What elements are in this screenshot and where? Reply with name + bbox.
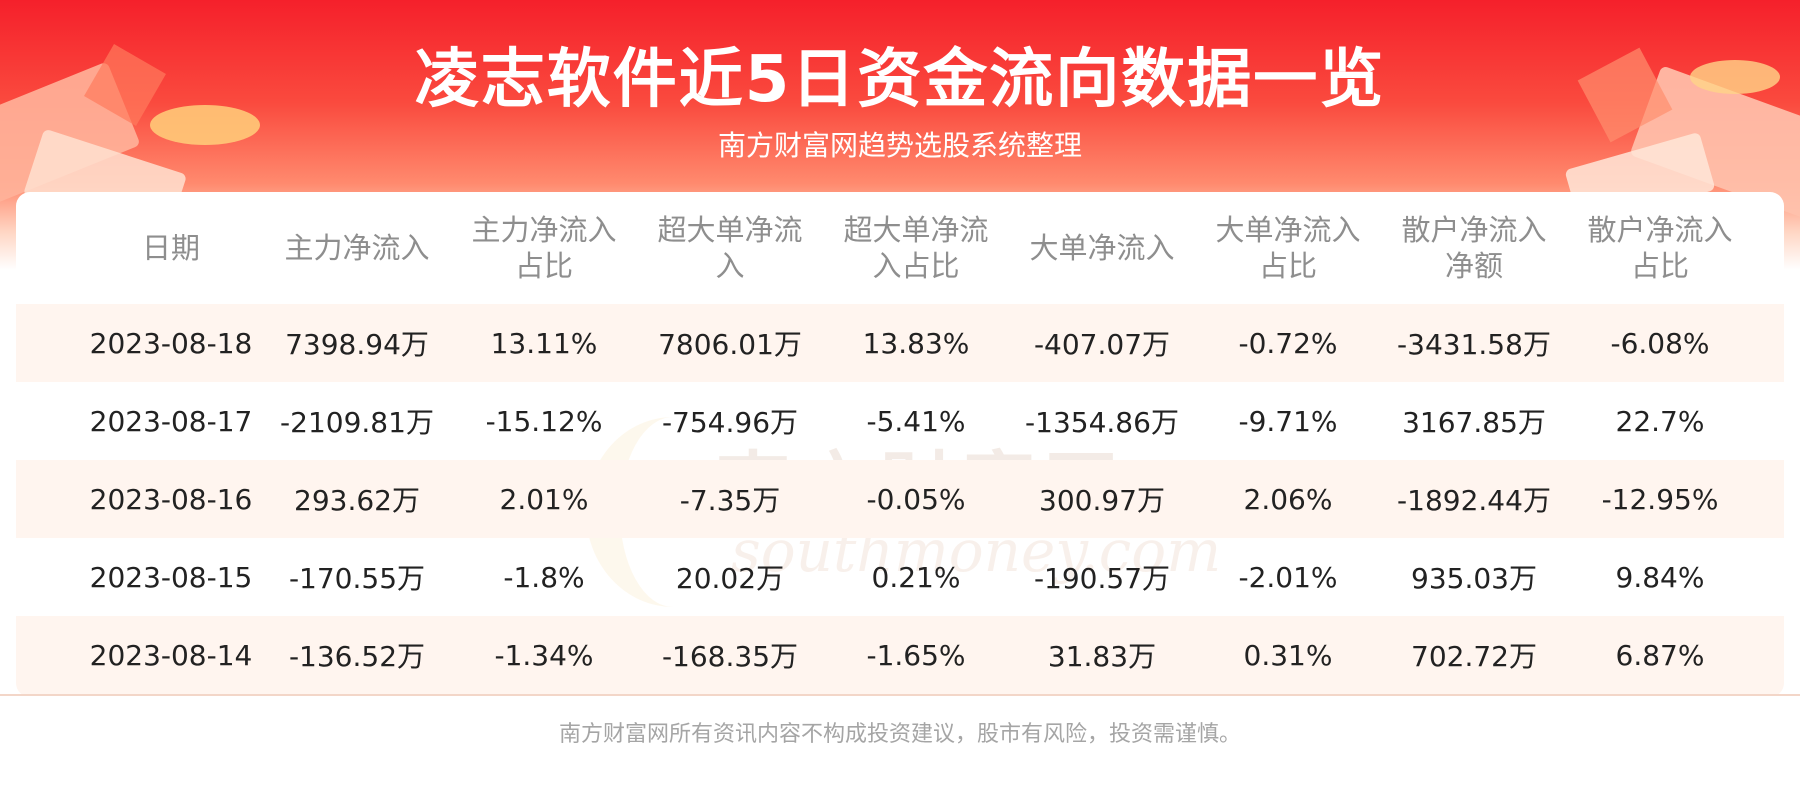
cell-large-order-net-inflow-ratio: 0.31% [1243,638,1333,672]
cell-large-order-net-inflow: -1354.86万 [1025,406,1179,439]
cell-large-order-net-inflow: 300.97万 [1039,484,1165,517]
cell-xl-order-net-inflow: -754.96万 [661,406,799,439]
column-header-main-net-inflow: 主力净流入 [264,192,450,304]
cell-retail-net-inflow: 702.72万 [1411,640,1537,673]
column-header-main-net-inflow-ratio: 主力净流入占比 [451,192,637,304]
cell-xl-order-net-inflow: -7.35万 [679,484,781,517]
column-header-retail-net-inflow: 散户净流入净额 [1381,192,1567,304]
cell-retail-net-inflow-ratio: 22.7% [1615,404,1705,438]
table-row: 2023-08-16 293.62万 2.01% -7.35万 -0.05% 300.97… [16,460,1784,538]
column-header-label: 主力净流入占比 [471,213,617,283]
cell-main-net-inflow: 293.62万 [294,484,420,517]
disclaimer-text: 南方财富网所有资讯内容不构成投资建议，股市有风险，投资需谨慎。 [558,722,1241,747]
cell-retail-net-inflow-ratio: -12.95% [1601,482,1719,516]
column-header-label: 散户净流入净额 [1401,213,1547,283]
cell-large-order-net-inflow-ratio: -9.71% [1238,404,1338,438]
column-header-xl-order-net-inflow: 超大单净流入 [637,192,823,304]
cell-large-order-net-inflow: -407.07万 [1033,328,1171,361]
cell-main-net-inflow-ratio: 2.01% [499,482,589,516]
data-table-card: 南方财富网 southmoney.com 日期主力净流入主力净流入占比超大单净流… [16,192,1784,697]
table-row: 2023-08-17 -2109.81万 -15.12% -754.96万 -5.41%… [16,382,1784,460]
cell-main-net-inflow: 7398.94万 [285,328,429,361]
cell-main-net-inflow: -2109.81万 [280,406,434,439]
cell-xl-order-net-inflow: 20.02万 [675,562,785,595]
cell-large-order-net-inflow: 31.83万 [1047,640,1157,673]
cell-retail-net-inflow-ratio: 9.84% [1615,560,1705,594]
table-row: 2023-08-18 7398.94万 13.11% 7806.01万 13.83% -4… [16,304,1784,382]
column-header-label: 日期 [141,231,200,265]
column-header-label: 大单净流入占比 [1215,213,1361,283]
cell-xl-order-net-inflow: 7806.01万 [658,328,802,361]
column-header-label: 主力净流入 [284,231,430,265]
column-header-retail-net-inflow-ratio: 散户净流入占比 [1567,192,1753,304]
cell-large-order-net-inflow-ratio: -0.72% [1238,326,1338,360]
cell-large-order-net-inflow: -190.57万 [1033,562,1171,595]
cell-date: 2023-08-14 [89,638,253,672]
cell-date: 2023-08-17 [89,404,253,438]
cell-main-net-inflow-ratio: -1.34% [494,638,594,672]
decorative-shape [1690,60,1780,94]
cell-large-order-net-inflow-ratio: -2.01% [1238,560,1338,594]
cell-retail-net-inflow: -3431.58万 [1397,328,1551,361]
cell-retail-net-inflow: -1892.44万 [1397,484,1551,517]
cell-xl-order-net-inflow: -168.35万 [661,640,799,673]
table-row: 2023-08-14 -136.52万 -1.34% -168.35万 -1.65% 31… [16,616,1784,694]
column-header-large-order-net-inflow-ratio: 大单净流入占比 [1195,192,1381,304]
cell-retail-net-inflow: 3167.85万 [1402,406,1546,439]
cell-main-net-inflow-ratio: 13.11% [490,326,598,360]
decorative-shape [150,105,260,145]
table-header-row: 日期 主力净流入 主力净流入占比 超大单净流入 超大单净流入占比 大单净流入 大单净流入占比… [16,192,1784,304]
cell-main-net-inflow-ratio: -15.12% [485,404,603,438]
column-header-label: 散户净流入占比 [1587,213,1733,283]
footer-divider [0,694,1800,696]
cell-retail-net-inflow: 935.03万 [1411,562,1537,595]
page-subtitle: 南方财富网趋势选股系统整理 [717,129,1082,162]
cell-xl-order-net-inflow-ratio: -1.65% [866,638,966,672]
page-title: 凌志软件近5日资金流向数据一览 [414,43,1386,117]
table-row: 2023-08-15 -170.55万 -1.8% 20.02万 0.21% -190.5… [16,538,1784,616]
column-header-xl-order-net-inflow-ratio: 超大单净流入占比 [823,192,1009,304]
cell-date: 2023-08-18 [89,326,253,360]
cell-date: 2023-08-15 [89,560,253,594]
column-header-label: 超大单净流入占比 [843,213,989,283]
column-header-label: 大单净流入 [1029,231,1175,265]
cell-main-net-inflow-ratio: -1.8% [503,560,585,594]
cell-main-net-inflow: -170.55万 [288,562,426,595]
cell-large-order-net-inflow-ratio: 2.06% [1243,482,1333,516]
cell-xl-order-net-inflow-ratio: -0.05% [866,482,966,516]
column-header-date: 日期 [78,192,264,304]
cell-retail-net-inflow-ratio: 6.87% [1615,638,1705,672]
cell-xl-order-net-inflow-ratio: 13.83% [862,326,970,360]
cell-xl-order-net-inflow-ratio: -5.41% [866,404,966,438]
cell-main-net-inflow: -136.52万 [288,640,426,673]
cell-retail-net-inflow-ratio: -6.08% [1610,326,1710,360]
cell-xl-order-net-inflow-ratio: 0.21% [871,560,961,594]
column-header-large-order-net-inflow: 大单净流入 [1009,192,1195,304]
cell-date: 2023-08-16 [89,482,253,516]
column-header-label: 超大单净流入 [657,213,803,283]
